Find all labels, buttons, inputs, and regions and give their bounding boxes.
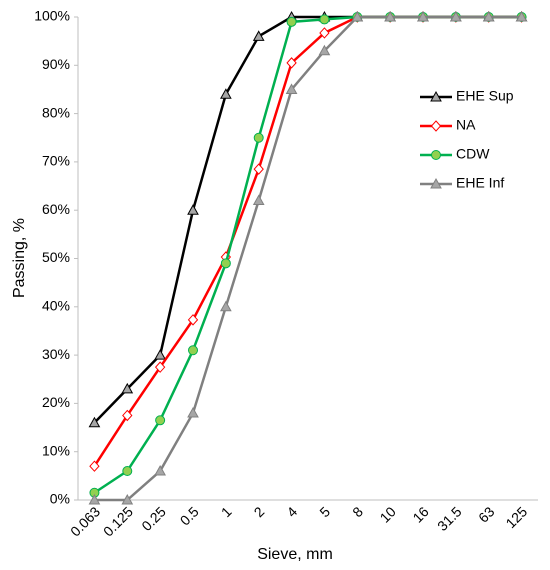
x-tick-label: 5 [316, 503, 333, 520]
x-tick-label: 63 [475, 503, 497, 525]
marker [253, 163, 264, 175]
x-tick-label: 31.5 [434, 503, 465, 534]
marker [384, 10, 396, 22]
marker [220, 258, 231, 269]
legend-label: EHE Sup [456, 88, 514, 104]
x-tick-label: 4 [283, 503, 300, 520]
marker [89, 460, 100, 472]
x-tick-label: 0.063 [67, 503, 103, 539]
marker [318, 44, 331, 56]
marker [187, 204, 199, 215]
series-line [93, 15, 522, 424]
marker [286, 16, 297, 27]
marker [220, 88, 232, 99]
marker [187, 407, 199, 418]
y-tick-label: 100% [34, 8, 70, 24]
y-axis-label: Passing, % [11, 218, 28, 298]
marker [122, 409, 133, 422]
marker [253, 132, 264, 143]
marker [188, 345, 198, 356]
y-tick-label: 70% [42, 153, 70, 169]
y-tick-label: 0% [50, 491, 70, 507]
x-axis-label: Sieve, mm [257, 546, 333, 563]
marker [319, 27, 330, 39]
x-tick-label: 1 [218, 503, 235, 520]
x-tick-label: 10 [377, 503, 399, 525]
x-tick-label: 0.125 [100, 503, 136, 539]
y-tick-label: 30% [42, 346, 70, 362]
marker [319, 14, 330, 25]
legend-marker [430, 177, 442, 189]
x-tick-label: 16 [409, 503, 431, 525]
marker [187, 314, 199, 326]
marker [515, 10, 528, 22]
marker [121, 382, 134, 394]
marker [121, 493, 134, 505]
legend-marker [430, 90, 442, 102]
marker [88, 493, 101, 505]
marker [286, 57, 297, 69]
marker [351, 10, 364, 22]
y-tick-label: 80% [42, 104, 70, 120]
y-tick-label: 20% [42, 394, 70, 410]
series-line [93, 15, 522, 467]
marker [220, 300, 232, 312]
x-tick-label: 8 [349, 503, 366, 520]
marker [252, 194, 265, 206]
y-tick-label: 60% [42, 201, 70, 217]
marker [88, 416, 101, 428]
y-tick-label: 50% [42, 249, 70, 265]
x-tick-label: 0.25 [138, 503, 169, 534]
legend-marker [431, 150, 441, 160]
x-tick-label: 125 [502, 503, 530, 531]
marker [154, 349, 166, 360]
series-line [94, 15, 522, 502]
marker [285, 83, 298, 94]
marker [450, 10, 462, 22]
legend-marker [430, 120, 442, 132]
marker [482, 10, 495, 22]
y-tick-label: 40% [42, 298, 70, 314]
marker [252, 30, 265, 41]
y-tick-label: 90% [42, 56, 70, 72]
legend-label: NA [456, 117, 476, 133]
legend-label: EHE Inf [456, 175, 504, 191]
x-tick-label: 0.5 [177, 503, 202, 528]
legend-label: CDW [456, 146, 490, 162]
marker [417, 10, 429, 22]
marker [122, 466, 133, 477]
marker [154, 361, 166, 373]
y-tick-label: 10% [42, 442, 70, 458]
x-tick-label: 2 [251, 503, 268, 520]
marker [155, 415, 166, 426]
marker [154, 464, 166, 476]
